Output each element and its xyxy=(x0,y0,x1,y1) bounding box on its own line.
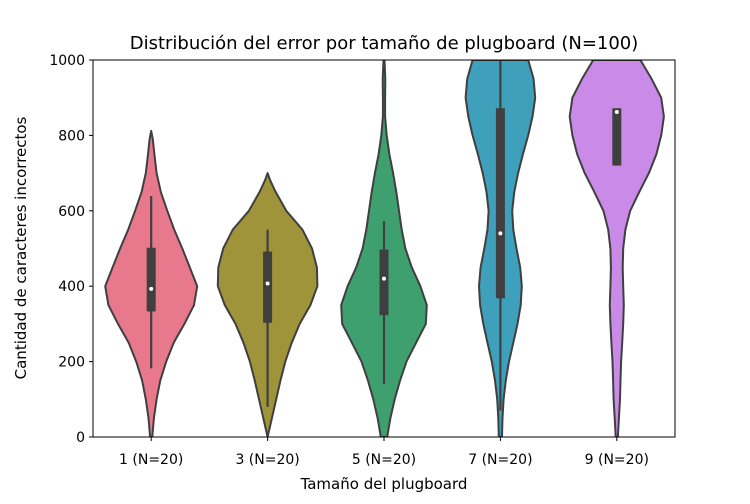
violin-iqr-box xyxy=(379,249,389,316)
x-tick-label: 5 (N=20) xyxy=(352,452,416,468)
chart-title: Distribución del error por tamaño de plu… xyxy=(130,33,639,54)
x-tick-label: 3 (N=20) xyxy=(235,452,299,468)
violin-median-dot xyxy=(498,231,503,236)
x-axis: 1 (N=20) 3 (N=20) 5 (N=20) 7 (N=20) 9 (N=20) xyxy=(119,437,649,468)
violin-median-dot xyxy=(382,276,386,281)
violin-iqr-box xyxy=(146,247,156,312)
violin-body xyxy=(568,60,665,437)
x-axis-label: Tamaño del plugboard xyxy=(300,475,468,493)
y-axis: 0 200 400 600 800 1000 xyxy=(49,53,93,446)
violin-iqr-box xyxy=(495,108,505,299)
x-tick-label: 9 (N=20) xyxy=(585,452,649,468)
y-tick-label: 1000 xyxy=(49,53,85,69)
y-axis-label: Cantidad de caracteres incorrectos xyxy=(12,116,30,379)
violin-iqr-box xyxy=(263,251,273,323)
violin-median-dot xyxy=(265,281,270,286)
y-tick-label: 400 xyxy=(58,279,85,295)
y-tick-label: 200 xyxy=(58,355,85,371)
violin-median-dot xyxy=(614,110,619,115)
y-tick-label: 800 xyxy=(58,128,85,144)
violin-median-dot xyxy=(149,286,154,291)
x-tick-label: 1 (N=20) xyxy=(119,452,183,468)
y-tick-label: 0 xyxy=(76,430,85,446)
boxes-group xyxy=(146,60,622,411)
x-tick-label: 7 (N=20) xyxy=(468,452,532,468)
violin-iqr-box xyxy=(612,108,622,166)
y-tick-label: 600 xyxy=(58,204,85,220)
